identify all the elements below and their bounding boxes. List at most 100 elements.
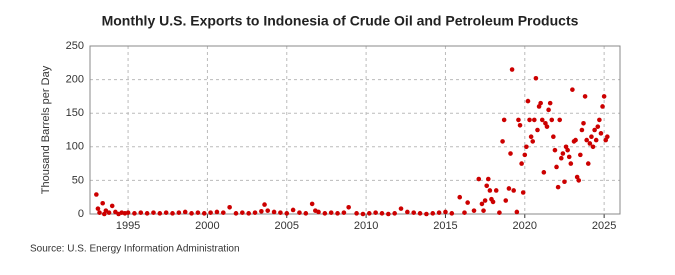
- point: [481, 208, 486, 213]
- point: [436, 210, 442, 215]
- point: [392, 211, 397, 216]
- point: [503, 198, 509, 203]
- point: [558, 155, 564, 161]
- point: [566, 154, 572, 160]
- point: [278, 210, 283, 215]
- point: [520, 190, 526, 195]
- point: [220, 210, 226, 215]
- point: [189, 211, 194, 216]
- point: [132, 211, 137, 216]
- point: [262, 202, 267, 207]
- point: [424, 211, 429, 217]
- point: [182, 209, 188, 215]
- x-tick-label: 2005: [275, 220, 299, 232]
- point: [590, 144, 596, 150]
- point: [449, 211, 455, 216]
- point: [508, 151, 513, 156]
- point: [322, 211, 328, 216]
- point: [595, 124, 601, 129]
- point: [208, 210, 213, 215]
- chart-title: Monthly U.S. Exports to Indonesia of Cru…: [102, 13, 579, 29]
- point: [582, 94, 588, 99]
- point: [517, 122, 523, 128]
- point: [366, 211, 372, 216]
- source-note: Source: U.S. Energy Information Administ…: [30, 244, 240, 255]
- y-tick-label: 100: [66, 141, 84, 153]
- point: [379, 211, 385, 216]
- point: [284, 211, 290, 216]
- point: [106, 210, 112, 215]
- point: [593, 137, 599, 143]
- point: [530, 139, 536, 144]
- point: [598, 131, 604, 136]
- point: [265, 208, 271, 213]
- plot-frame: [89, 45, 621, 215]
- point: [501, 117, 507, 123]
- point: [538, 100, 543, 106]
- point: [471, 208, 477, 213]
- point: [511, 188, 516, 193]
- point: [490, 199, 496, 205]
- point: [398, 206, 404, 211]
- point: [100, 200, 105, 206]
- point: [417, 211, 423, 216]
- point: [195, 210, 201, 215]
- x-tick-label: 2015: [433, 220, 457, 232]
- point: [568, 161, 574, 166]
- point: [554, 164, 559, 170]
- point: [509, 67, 515, 72]
- point: [138, 210, 144, 215]
- point: [303, 211, 309, 216]
- point: [487, 188, 493, 193]
- point: [562, 179, 567, 185]
- y-tick-label: 150: [66, 107, 84, 119]
- point: [335, 211, 340, 216]
- point: [485, 176, 491, 182]
- point: [547, 100, 553, 106]
- point: [316, 209, 321, 215]
- point: [552, 147, 558, 153]
- point: [484, 183, 490, 189]
- point: [555, 184, 561, 190]
- point: [227, 204, 232, 210]
- point: [579, 127, 585, 133]
- point: [587, 141, 593, 146]
- y-tick-label: 200: [66, 74, 84, 86]
- point: [290, 207, 296, 213]
- point: [411, 210, 417, 215]
- point: [214, 209, 220, 215]
- point: [525, 98, 531, 104]
- point: [430, 211, 436, 216]
- point: [176, 210, 182, 215]
- point: [341, 210, 347, 215]
- point: [516, 117, 521, 123]
- point: [584, 137, 589, 143]
- point: [95, 206, 101, 211]
- point: [297, 210, 302, 215]
- point: [354, 211, 359, 216]
- point: [557, 117, 563, 123]
- point: [479, 201, 485, 207]
- point: [157, 211, 163, 216]
- y-tick-label: 0: [78, 208, 84, 220]
- point: [246, 211, 251, 216]
- point: [570, 87, 575, 92]
- point: [201, 211, 207, 216]
- point: [600, 104, 605, 109]
- point: [462, 210, 467, 215]
- point: [309, 201, 315, 207]
- point: [476, 176, 482, 182]
- point: [544, 124, 550, 129]
- point: [493, 188, 499, 193]
- point: [443, 209, 448, 215]
- point: [97, 210, 102, 215]
- point: [589, 134, 594, 140]
- point: [373, 210, 378, 215]
- y-tick-label: 250: [66, 40, 84, 52]
- point: [405, 209, 410, 215]
- point: [578, 152, 583, 158]
- point: [151, 210, 156, 215]
- point: [527, 117, 532, 123]
- point: [539, 117, 545, 123]
